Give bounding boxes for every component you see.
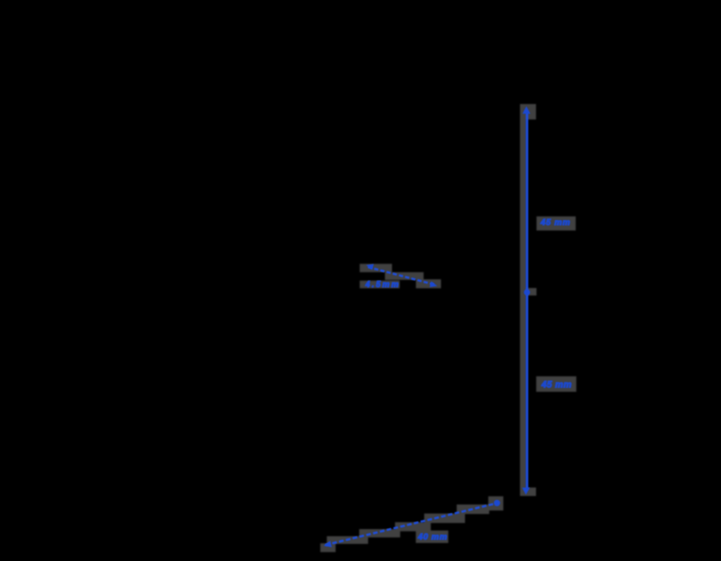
- svg-text:40 mm: 40 mm: [417, 531, 447, 541]
- svg-text:45 mm: 45 mm: [541, 379, 572, 389]
- svg-text:45 mm: 45 mm: [540, 217, 571, 227]
- svg-text:4.5mm: 4.5mm: [365, 280, 399, 289]
